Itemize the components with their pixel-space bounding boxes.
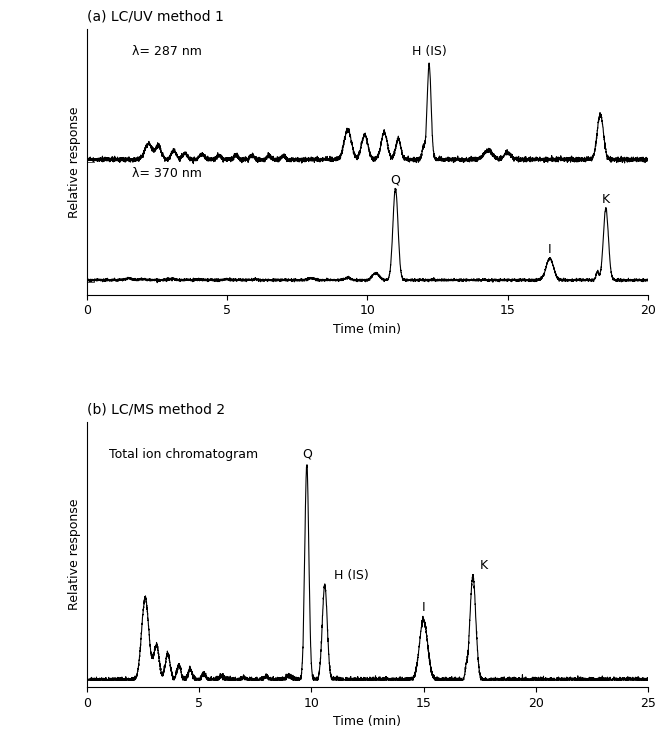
Text: Total ion chromatogram: Total ion chromatogram: [110, 448, 259, 461]
Text: H (IS): H (IS): [411, 45, 446, 58]
Text: Q: Q: [302, 447, 312, 461]
Text: λ= 287 nm: λ= 287 nm: [132, 45, 202, 58]
Text: K: K: [602, 193, 610, 206]
Y-axis label: Relative response: Relative response: [68, 499, 81, 610]
Y-axis label: Relative response: Relative response: [68, 106, 81, 218]
X-axis label: Time (min): Time (min): [333, 716, 401, 728]
Text: H (IS): H (IS): [334, 569, 369, 581]
Text: K: K: [480, 559, 488, 572]
Text: (b) LC/MS method 2: (b) LC/MS method 2: [87, 403, 225, 417]
Text: (a) LC/UV method 1: (a) LC/UV method 1: [87, 10, 224, 24]
Text: I: I: [422, 601, 426, 614]
X-axis label: Time (min): Time (min): [333, 323, 401, 336]
Text: I: I: [548, 243, 552, 257]
Text: λ= 370 nm: λ= 370 nm: [132, 167, 202, 180]
Text: Q: Q: [391, 173, 400, 186]
